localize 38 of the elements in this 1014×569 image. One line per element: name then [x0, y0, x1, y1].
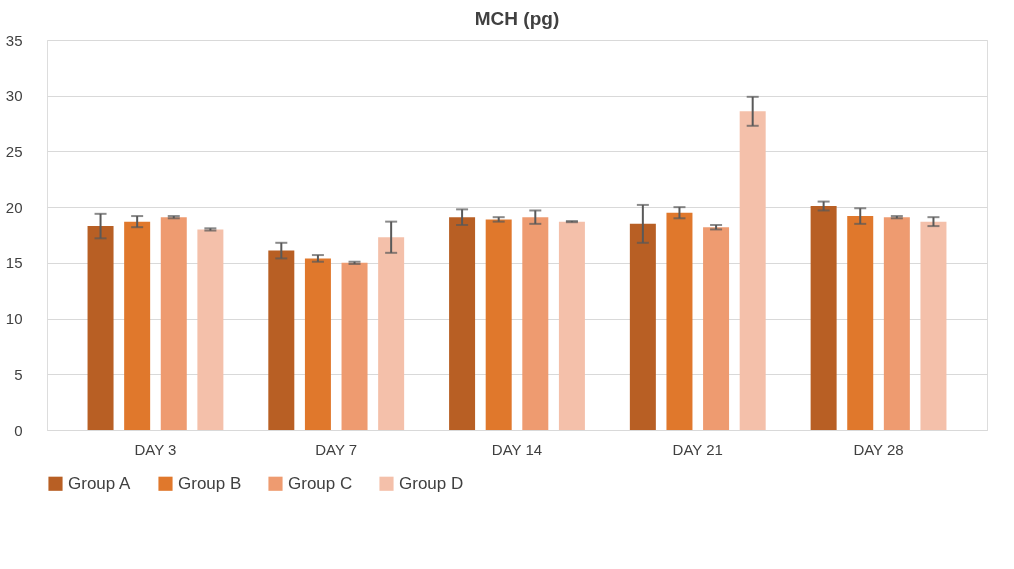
y-tick-label: 0 [14, 421, 23, 439]
legend-label: Group A [68, 473, 132, 493]
legend-label: Group D [399, 473, 464, 493]
bar [739, 111, 766, 430]
y-tick-label: 20 [5, 198, 23, 216]
bar [87, 226, 114, 430]
bar [378, 237, 405, 430]
bar [558, 221, 585, 430]
y-tick-label: 25 [5, 142, 23, 160]
legend-label: Group C [288, 473, 353, 493]
bar [629, 223, 656, 430]
bar [160, 217, 187, 430]
bar [810, 206, 837, 430]
x-tick-label: DAY 7 [315, 440, 358, 458]
x-tick-label: DAY 21 [672, 440, 723, 458]
bar [883, 217, 910, 430]
bar [522, 217, 549, 430]
bar [847, 216, 874, 430]
legend-label: Group B [178, 473, 242, 493]
y-tick-label: 35 [5, 31, 23, 49]
y-tick-label: 15 [5, 254, 23, 272]
bar [341, 262, 368, 430]
bar [449, 217, 476, 430]
bar [124, 221, 151, 430]
bar [197, 229, 224, 430]
x-tick-label: DAY 3 [134, 440, 177, 458]
bar [304, 258, 331, 430]
x-tick-label: DAY 28 [853, 440, 904, 458]
y-tick-label: 30 [5, 87, 23, 105]
bar [485, 219, 512, 430]
bar [666, 212, 693, 430]
bar [268, 250, 295, 430]
x-tick-label: DAY 14 [491, 440, 543, 458]
bar [920, 221, 947, 430]
bar [703, 227, 730, 430]
y-tick-label: 10 [5, 310, 23, 328]
chart-title: MCH (pg) [474, 8, 560, 29]
y-tick-label: 5 [14, 365, 23, 383]
